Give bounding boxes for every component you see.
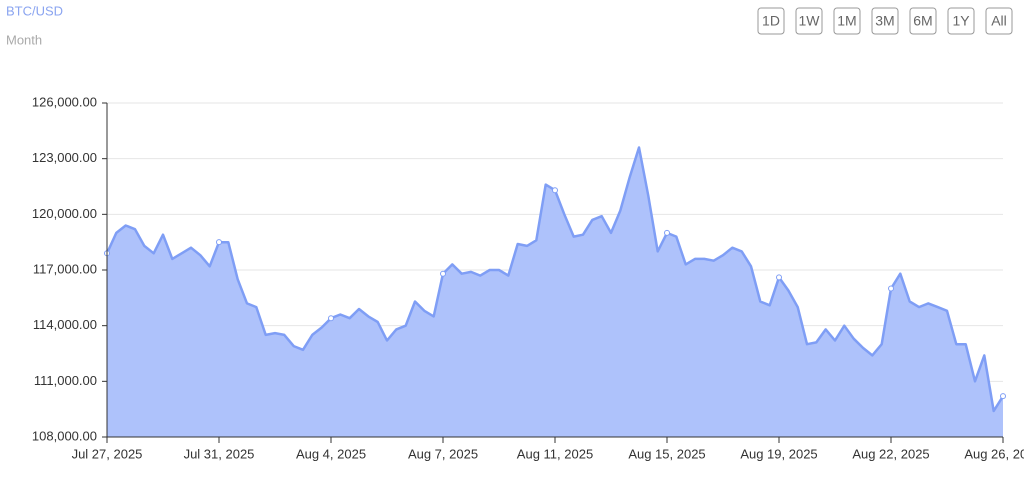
y-tick-label: 123,000.00 (32, 150, 97, 165)
button-box (757, 7, 785, 35)
x-tick-label: Aug 26, 2025 (964, 446, 1024, 461)
y-tick-label: 114,000.00 (33, 317, 97, 332)
x-tick-label: Aug 11, 2025 (517, 446, 593, 461)
range-button[interactable]: 3M (871, 7, 899, 35)
chart-title: BTC/USD (6, 3, 63, 18)
range-button[interactable]: 6M (909, 7, 937, 35)
y-tick-label: 108,000.00 (32, 428, 97, 443)
button-box (833, 7, 861, 35)
y-tick-label: 117,000.00 (33, 261, 97, 276)
range-button[interactable]: 1D (757, 7, 785, 35)
x-tick-label: Aug 22, 2025 (852, 446, 929, 461)
point-marker (1000, 393, 1006, 400)
button-box (871, 7, 899, 35)
button-box (909, 7, 937, 35)
x-tick-label: Aug 19, 2025 (740, 446, 817, 461)
button-label: 6M (913, 13, 932, 29)
button-box (985, 7, 1013, 35)
range-buttons: 1D 1W 1M 3M 6M 1Y All (757, 7, 1013, 35)
y-tick-label: 120,000.00 (32, 206, 97, 221)
range-button[interactable]: 1Y (947, 7, 975, 35)
point-marker (552, 187, 558, 194)
range-button[interactable]: All (985, 7, 1013, 35)
point-marker (664, 229, 670, 236)
y-tick-label: 126,000.00 (32, 94, 97, 109)
point-marker (216, 239, 222, 246)
button-label: 1W (799, 13, 821, 29)
x-tick-label: Aug 7, 2025 (408, 446, 478, 461)
button-box (947, 7, 975, 35)
range-button[interactable]: 1W (795, 7, 823, 35)
y-tick-label: 111,000.00 (34, 373, 97, 388)
x-tick-label: Aug 4, 2025 (296, 446, 366, 461)
point-marker (440, 270, 446, 277)
x-tick-label: Jul 27, 2025 (72, 446, 143, 461)
x-tick-label: Aug 15, 2025 (628, 446, 705, 461)
point-marker (888, 285, 894, 292)
button-label: 1M (837, 13, 856, 29)
point-marker (328, 315, 334, 322)
chart-subtitle: Month (6, 32, 42, 47)
button-label: All (991, 13, 1007, 29)
button-label: 3M (875, 13, 894, 29)
x-tick-label: Jul 31, 2025 (184, 446, 255, 461)
area (107, 147, 1003, 437)
range-button[interactable]: 1M (833, 7, 861, 35)
button-box (795, 7, 823, 35)
point-marker (776, 274, 782, 281)
button-label: 1Y (952, 13, 970, 29)
button-label: 1D (762, 13, 780, 29)
